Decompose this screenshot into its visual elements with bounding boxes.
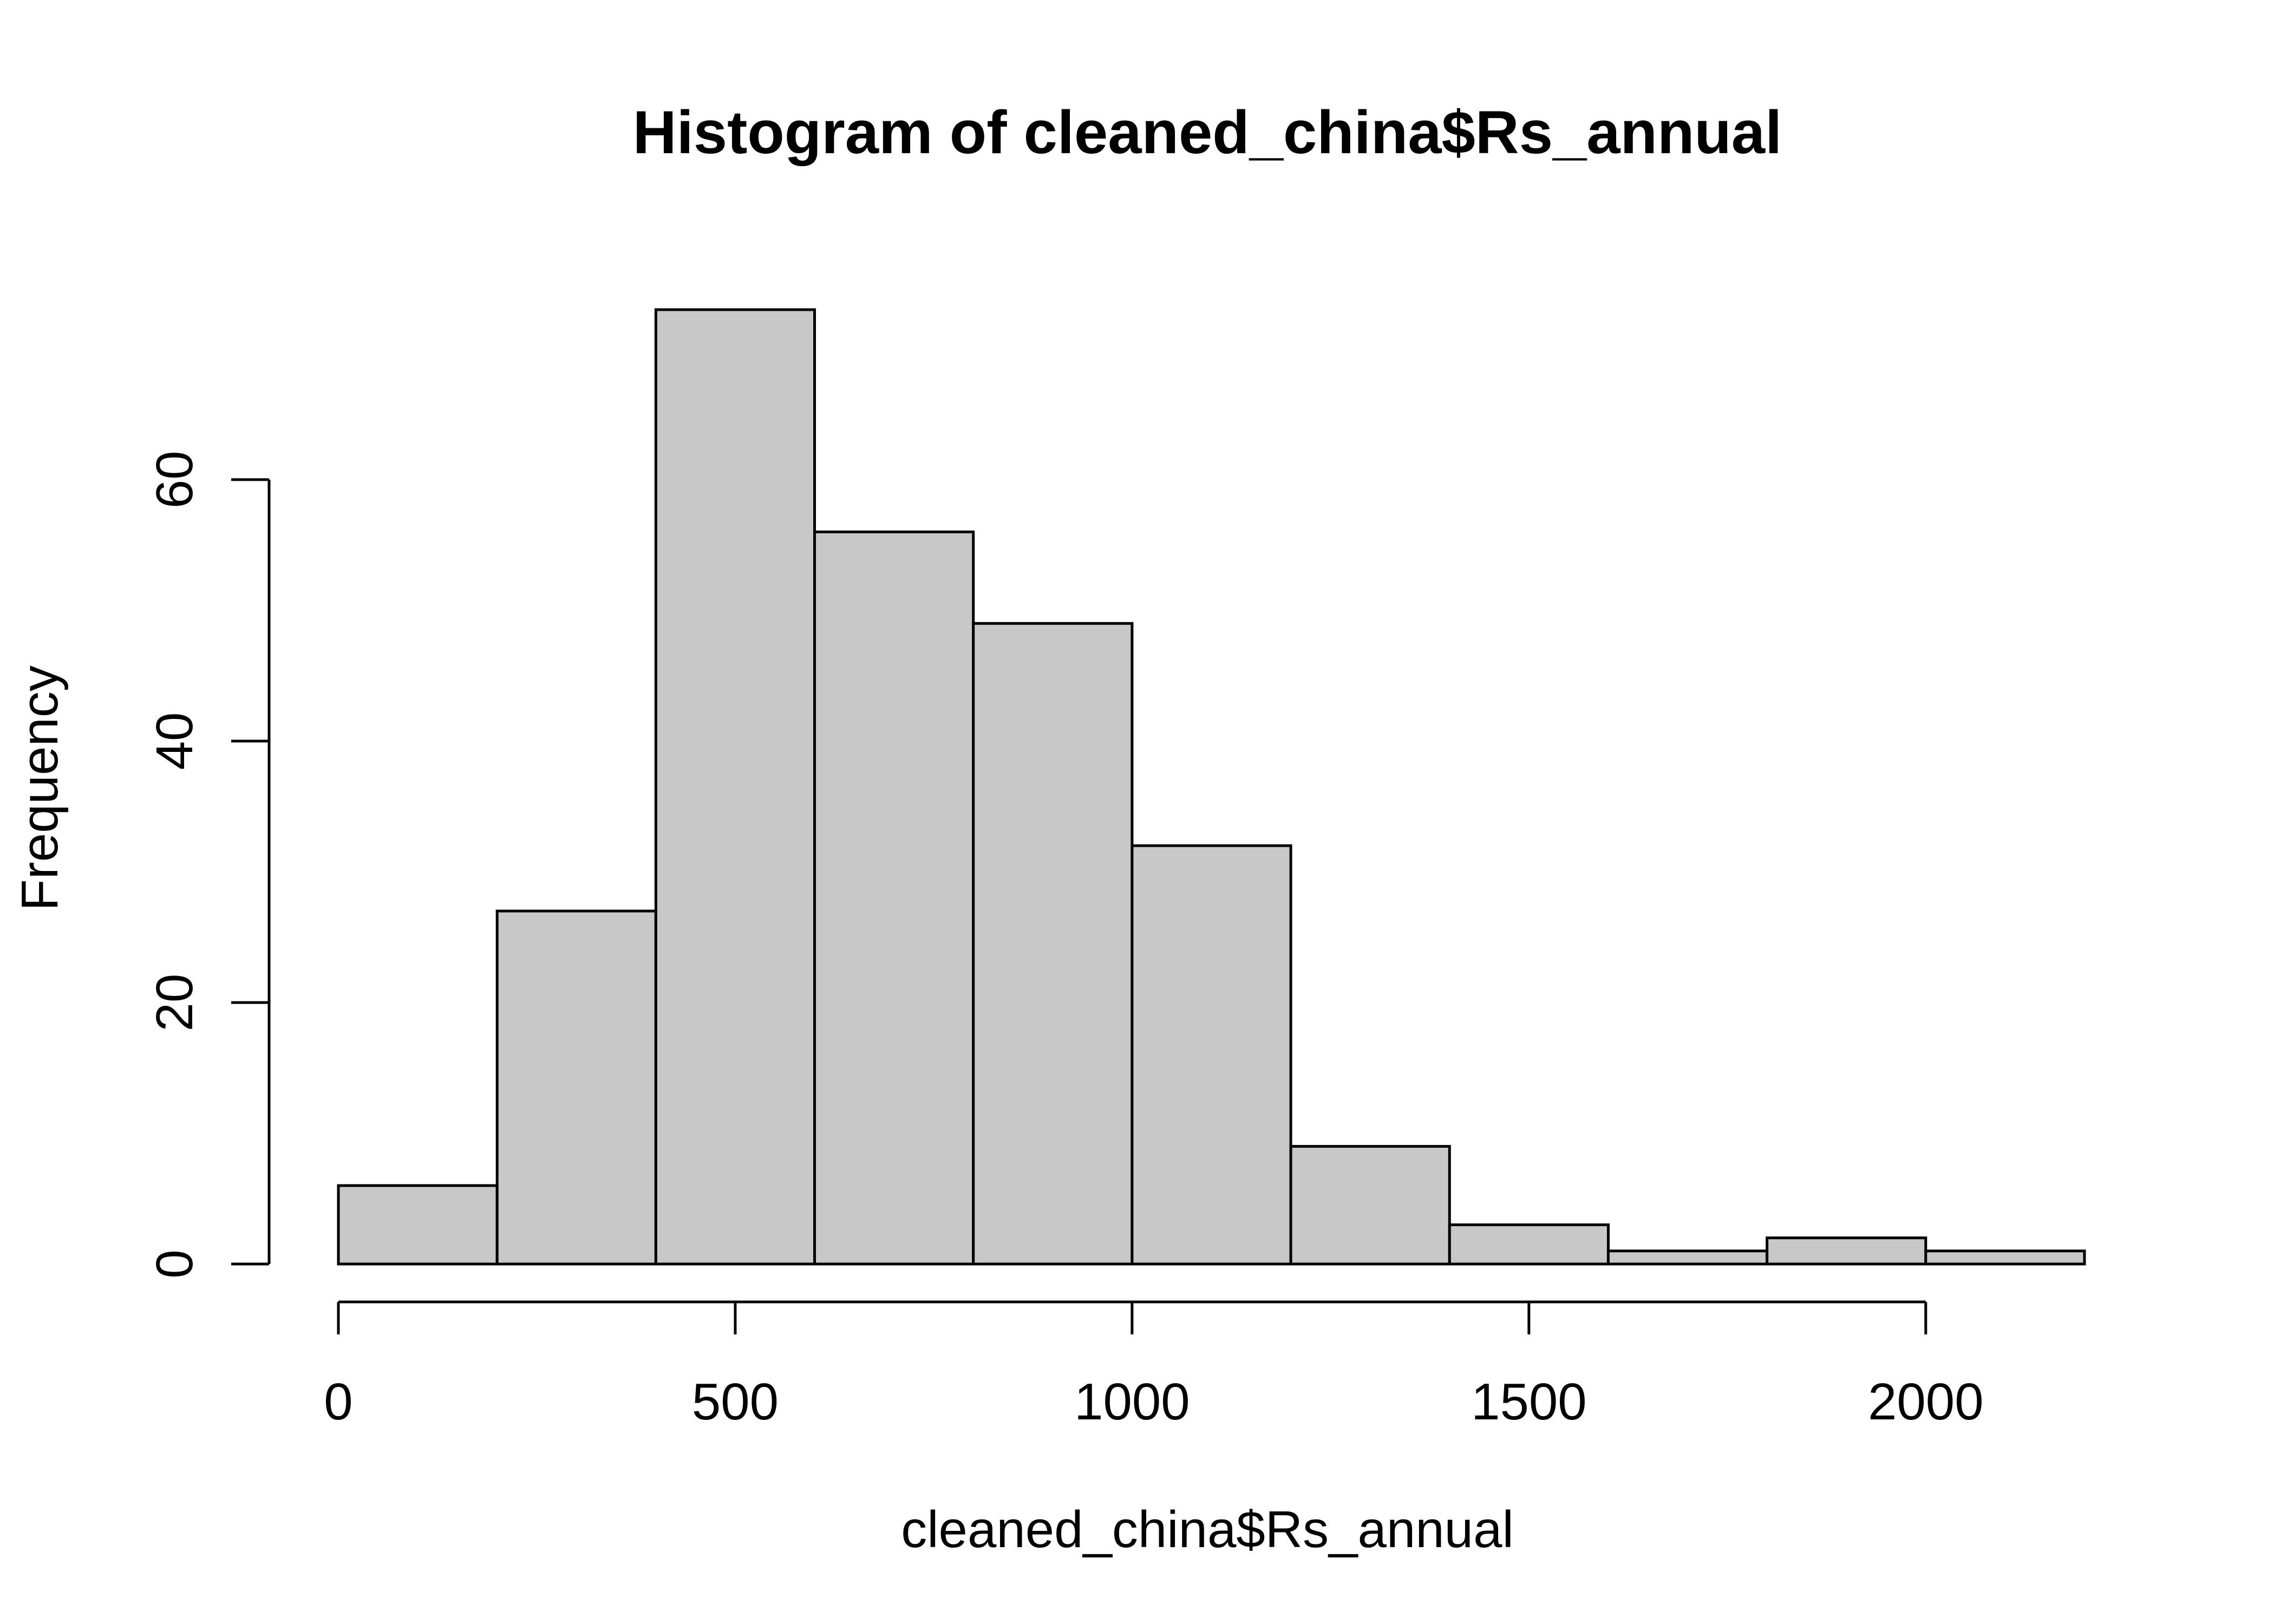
x-tick-label: 2000 (1868, 1373, 1984, 1431)
histogram-bar (1766, 1236, 1927, 1266)
histogram-bar (972, 622, 1134, 1266)
y-tick-label: 40 (146, 712, 204, 770)
bars-group (337, 308, 2086, 1266)
x-axis-label: cleaned_china$Rs_annual (901, 1501, 1514, 1558)
y-axis: 0 20 40 60 (146, 451, 271, 1279)
x-tick-label: 1000 (1074, 1373, 1190, 1431)
histogram-bar (1606, 1249, 1769, 1266)
y-axis-label: Frequency (11, 665, 69, 911)
y-tick-label: 20 (146, 974, 204, 1032)
x-axis: 0 500 1000 1500 2000 (324, 1300, 1984, 1431)
histogram-bar (495, 909, 657, 1266)
y-tick-label: 60 (146, 451, 204, 509)
histogram-bar (1131, 844, 1292, 1266)
histogram-bar (1289, 1145, 1451, 1266)
y-tick-label: 0 (146, 1249, 204, 1278)
x-tick-label: 1500 (1471, 1373, 1587, 1431)
histogram-bar (1924, 1249, 2086, 1266)
x-tick-label: 500 (692, 1373, 779, 1431)
histogram-bar (337, 1184, 499, 1266)
x-tick-label: 0 (324, 1373, 352, 1431)
histogram-bar (654, 308, 816, 1266)
chart-title: Histogram of cleaned_china$Rs_annual (633, 99, 1782, 166)
histogram-bar (1448, 1223, 1610, 1266)
histogram-bar (813, 531, 975, 1266)
